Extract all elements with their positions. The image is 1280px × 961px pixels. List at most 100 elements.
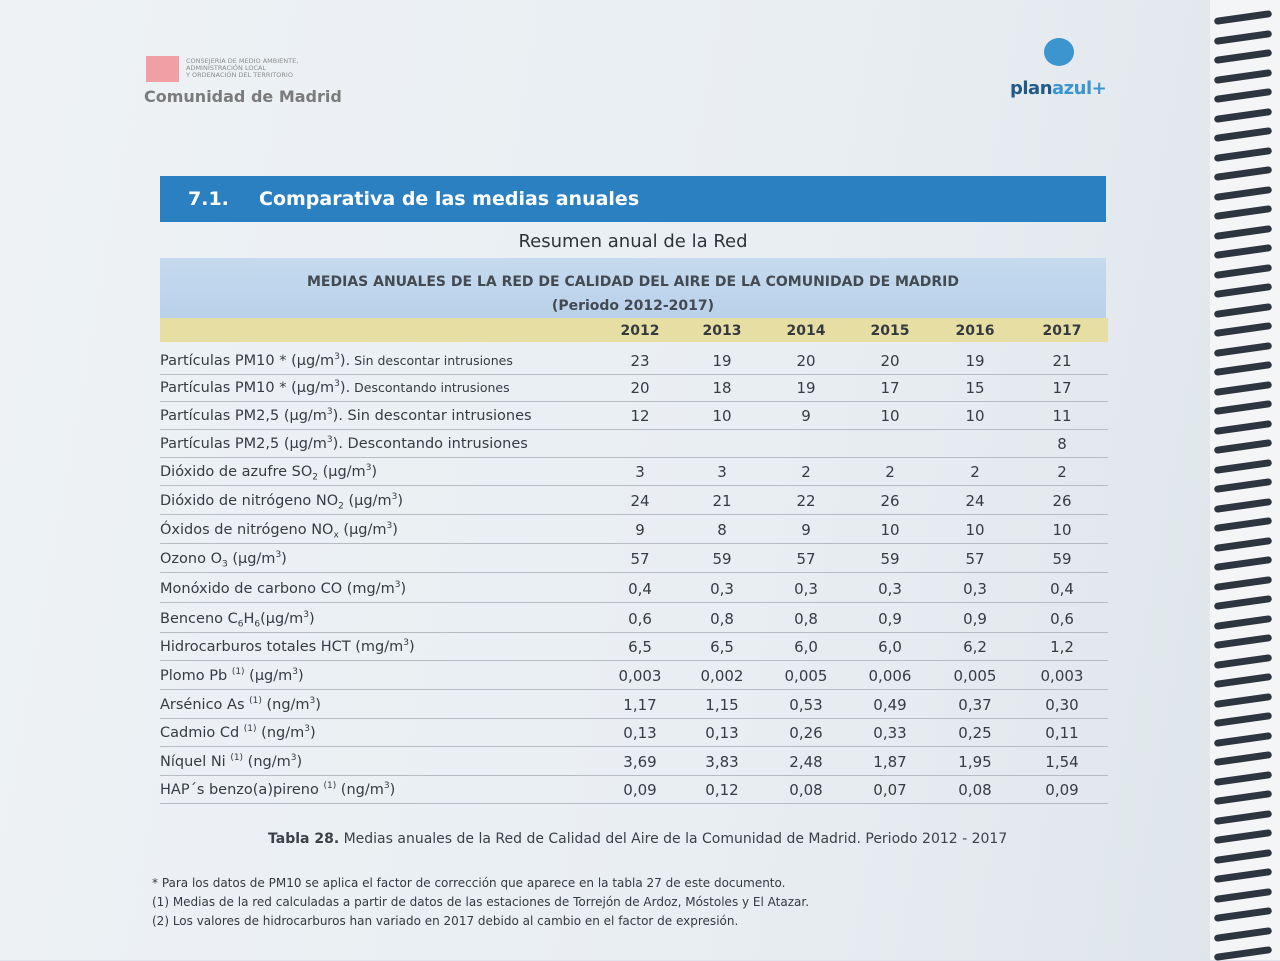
cell-2013: 1,15 bbox=[705, 696, 739, 714]
cell-2013: 8 bbox=[717, 521, 727, 539]
cell-2017: 0,09 bbox=[1045, 781, 1079, 799]
table-row: Cadmio Cd (1) (ng/m3) 0,13 0,13 0,26 0,33 0,2… bbox=[160, 718, 1108, 747]
cell-2013: 3,83 bbox=[705, 753, 739, 771]
cell-2015: 17 bbox=[880, 379, 900, 397]
cell-2013: 6,5 bbox=[710, 638, 734, 656]
label-part: Partículas PM10 * (µg/m bbox=[160, 379, 335, 396]
label-part: ) bbox=[309, 724, 316, 741]
table-row: Partículas PM2,5 (µg/m3). Descontando in… bbox=[160, 429, 1108, 458]
label-part: H bbox=[243, 610, 255, 627]
spiral-coil bbox=[1213, 945, 1273, 961]
year-header: 2014 bbox=[786, 323, 826, 339]
cell-2016: 10 bbox=[965, 407, 985, 425]
cell-2016: 0,9 bbox=[963, 610, 987, 628]
cell-2016: 15 bbox=[965, 379, 985, 397]
spiral-coil bbox=[1213, 477, 1273, 494]
cell-2014: 2,48 bbox=[789, 753, 823, 771]
spiral-coil bbox=[1213, 302, 1273, 318]
label-part: Dióxido de azufre SO bbox=[160, 463, 313, 480]
row-label: Óxidos de nitrógeno NOx (µg/m3) bbox=[160, 521, 398, 541]
label-part: Dióxido de nitrógeno NO bbox=[160, 492, 339, 509]
cell-2013: 0,002 bbox=[700, 667, 744, 685]
cell-2016: 10 bbox=[965, 521, 985, 539]
logo-line: ADMINISTRACIÓN LOCAL bbox=[186, 64, 267, 72]
table-title-band: MEDIAS ANUALES DE LA RED DE CALIDAD DEL … bbox=[160, 258, 1106, 318]
cell-2013: 59 bbox=[712, 550, 732, 568]
label-part: Partículas PM10 * (µg/m bbox=[160, 352, 335, 369]
label-part: 3 bbox=[221, 559, 228, 570]
label-part: 3 bbox=[365, 463, 372, 473]
spiral-coil bbox=[1213, 926, 1273, 942]
spiral-coil bbox=[1213, 29, 1273, 45]
row-label: Partículas PM10 * (µg/m3). Sin descontar… bbox=[160, 352, 513, 369]
spiral-coil bbox=[1213, 770, 1273, 786]
cell-2012: 0,09 bbox=[623, 781, 657, 799]
year-header: 2015 bbox=[870, 323, 910, 339]
madrid-flag-icon bbox=[146, 56, 179, 82]
spiral-coil bbox=[1213, 9, 1273, 26]
spiral-coil bbox=[1213, 828, 1273, 845]
spiral-coil bbox=[1213, 458, 1273, 474]
cell-2017: 21 bbox=[1052, 352, 1072, 370]
spiral-coil bbox=[1213, 419, 1273, 435]
label-part: (ng/m bbox=[256, 724, 305, 741]
label-part: Benceno C bbox=[160, 610, 238, 627]
label-part: ) bbox=[389, 781, 396, 798]
year-header: 2017 bbox=[1042, 323, 1082, 339]
section-title: Comparativa de las medias anuales bbox=[259, 188, 640, 210]
document-page: CONSEJERÍA DE MEDIO AMBIENTE, ADMINISTRA… bbox=[0, 0, 1215, 960]
spiral-coil bbox=[1213, 867, 1273, 884]
spiral-coil bbox=[1213, 87, 1273, 104]
logo-line: Y ORDENACIÓN DEL TERRITORIO bbox=[186, 71, 293, 79]
label-part: (µg/m bbox=[260, 610, 304, 627]
cell-2014: 6,0 bbox=[794, 638, 818, 656]
cell-2015: 0,33 bbox=[873, 724, 907, 742]
cell-2016: 0,08 bbox=[958, 781, 992, 799]
row-label: Dióxido de azufre SO2 (µg/m3) bbox=[160, 463, 377, 483]
cell-2014: 57 bbox=[796, 550, 816, 568]
cell-2014: 0,8 bbox=[794, 610, 818, 628]
label-part: Níquel Ni bbox=[160, 753, 231, 770]
label-part: (µg/m bbox=[343, 492, 392, 509]
spiral-coil bbox=[1213, 692, 1273, 708]
spiral-coil bbox=[1213, 906, 1273, 923]
cell-2015: 1,87 bbox=[873, 753, 907, 771]
cell-2012: 20 bbox=[630, 379, 650, 397]
label-part: Ozono O bbox=[160, 550, 222, 567]
label-part: ) bbox=[296, 753, 303, 770]
cell-2013: 0,13 bbox=[705, 724, 739, 742]
cell-2017: 59 bbox=[1052, 550, 1072, 568]
cell-2017: 0,11 bbox=[1045, 724, 1079, 742]
row-label: Partículas PM2,5 (µg/m3). Descontando in… bbox=[160, 435, 528, 452]
label-part: Monóxido de carbono CO (mg/m bbox=[160, 580, 395, 597]
spiral-coil bbox=[1213, 789, 1273, 806]
label-part: (µg/m bbox=[227, 550, 276, 567]
table-row: Dióxido de nitrógeno NO2 (µg/m3) 24 21 22 26… bbox=[160, 486, 1108, 515]
table-row: Monóxido de carbono CO (mg/m3) 0,4 0,3 0,3 0… bbox=[160, 574, 1108, 603]
cell-2017: 17 bbox=[1052, 379, 1072, 397]
table-row: Partículas PM10 * (µg/m3). Descontando i… bbox=[160, 373, 1108, 402]
cell-2014: 0,005 bbox=[784, 667, 828, 685]
label-part: ). bbox=[339, 379, 351, 396]
spiral-coil bbox=[1213, 204, 1273, 221]
label-part: 3 bbox=[326, 407, 333, 417]
spiral-coil bbox=[1213, 672, 1273, 689]
cell-2016: 19 bbox=[965, 352, 985, 370]
label-part: 3 bbox=[303, 610, 309, 620]
spiral-coil bbox=[1213, 809, 1273, 825]
year-header: 2016 bbox=[955, 323, 995, 339]
row-label: Dióxido de nitrógeno NO2 (µg/m3) bbox=[160, 492, 403, 512]
cell-2017: 0,30 bbox=[1045, 696, 1079, 714]
label-part: 3 bbox=[394, 580, 401, 590]
label-part: ). bbox=[339, 352, 351, 369]
section-heading: 7.1. Comparativa de las medias anuales bbox=[160, 176, 1106, 222]
cell-2012: 0,6 bbox=[628, 610, 652, 628]
cell-2016: 0,005 bbox=[953, 667, 997, 685]
cell-2012: 3,69 bbox=[623, 753, 657, 771]
cell-2017: 26 bbox=[1052, 492, 1072, 510]
spiral-coil bbox=[1213, 224, 1273, 240]
label-part: ) bbox=[392, 521, 398, 538]
table-period: (Periodo 2012-2017) bbox=[551, 298, 715, 314]
cell-2014: 19 bbox=[796, 379, 816, 397]
cell-2012: 12 bbox=[630, 407, 650, 425]
